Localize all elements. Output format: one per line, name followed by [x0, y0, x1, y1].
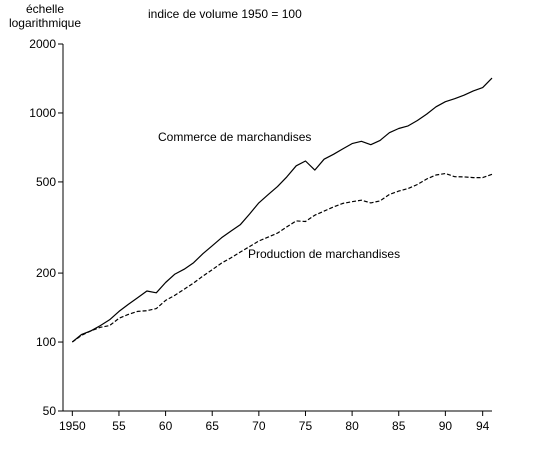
x-tick-label: 85 [392, 419, 406, 433]
y-tick-label: 500 [36, 175, 56, 189]
x-tick-label: 60 [159, 419, 173, 433]
y-scale-note-line1: échelle [25, 2, 65, 16]
y-scale-note-line2: logarithmique [8, 16, 82, 30]
series-line-production [71, 172, 493, 343]
x-tick-label: 1950 [59, 419, 86, 433]
x-tick-label: 90 [439, 419, 453, 433]
x-tick-label: 75 [299, 419, 313, 433]
series-line-commerce [71, 77, 493, 343]
chart-subtitle: indice de volume 1950 = 100 [148, 7, 302, 21]
y-tick-label: 1000 [29, 106, 56, 120]
y-tick-label: 50 [43, 404, 57, 418]
x-tick-label: 70 [252, 419, 266, 433]
series-layer [71, 77, 493, 343]
x-tick-label: 80 [345, 419, 359, 433]
y-scale-note: échelle logarithmique [6, 2, 84, 30]
x-tick-label: 65 [206, 419, 220, 433]
series-label-production: Production de marchandises [248, 247, 400, 261]
x-tick-label: 94 [476, 419, 490, 433]
y-tick-label: 2000 [29, 37, 56, 51]
x-tick-label: 55 [112, 419, 126, 433]
series-label-commerce: Commerce de marchandises [158, 130, 311, 144]
chart-axes: 50 100 200 500 1000 2000 1950 55 60 65 70 75 80 85 90 9… [29, 37, 492, 433]
y-tick-label: 200 [36, 266, 56, 280]
y-tick-label: 100 [36, 335, 56, 349]
